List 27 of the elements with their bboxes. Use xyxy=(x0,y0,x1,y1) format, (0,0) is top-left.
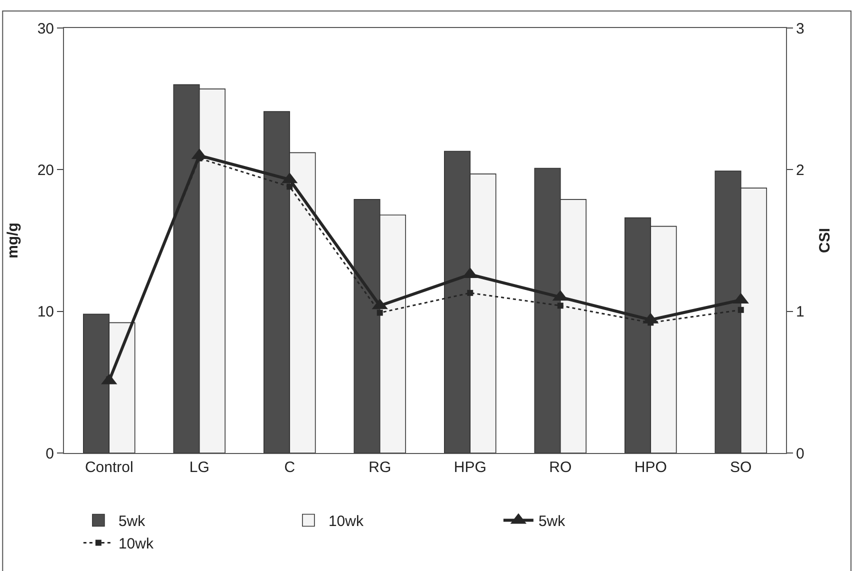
x-tick-label: RO xyxy=(549,459,572,476)
point xyxy=(738,306,744,313)
x-tick-label: C xyxy=(284,459,296,476)
point xyxy=(286,184,293,190)
y2-tick-label: 3 xyxy=(796,20,804,38)
point xyxy=(376,310,383,316)
y-axis-title: mg/g xyxy=(4,222,22,258)
y2-tick-label: 2 xyxy=(796,162,804,179)
y-tick-label: 20 xyxy=(37,162,54,179)
x-tick-label: HPO xyxy=(634,459,667,476)
legend-label: 5wk xyxy=(538,513,566,530)
x-tick-label: Control xyxy=(84,459,134,476)
point xyxy=(467,290,474,296)
y-tick-label: 0 xyxy=(46,445,54,462)
x-tick-label: SO xyxy=(730,459,752,476)
legend-label: 5wk xyxy=(118,513,146,530)
y2-axis-title: CSI xyxy=(816,228,834,254)
legend-label: 10wk xyxy=(328,513,364,530)
y-tick-label: 10 xyxy=(37,304,54,321)
x-tick-label: LG xyxy=(189,459,210,476)
x-tick-label: HPG xyxy=(454,459,486,476)
y-tick-label: 30 xyxy=(37,20,54,38)
y2-tick-label: 0 xyxy=(796,445,804,462)
point xyxy=(557,302,564,309)
y2-tick-label: 1 xyxy=(796,304,804,321)
x-tick-label: RG xyxy=(368,459,392,476)
legend-label: 10wk xyxy=(118,536,154,553)
